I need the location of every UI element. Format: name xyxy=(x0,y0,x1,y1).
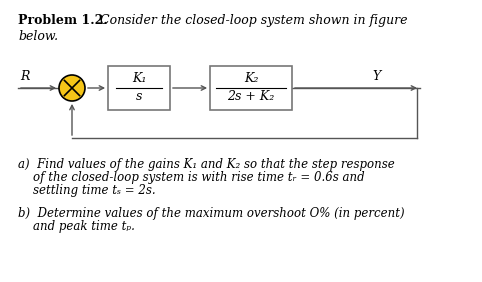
Text: K₁: K₁ xyxy=(132,72,146,85)
Text: b)  Determine values of the maximum overshoot O% (in percent): b) Determine values of the maximum overs… xyxy=(18,207,404,220)
Circle shape xyxy=(59,75,85,101)
Text: Y: Y xyxy=(372,70,380,83)
Text: of the closed-loop system is with rise time tᵣ = 0.6s and: of the closed-loop system is with rise t… xyxy=(18,171,364,184)
Text: Consider the closed-loop system shown in figure: Consider the closed-loop system shown in… xyxy=(96,14,407,27)
Text: 2s + K₂: 2s + K₂ xyxy=(228,91,275,103)
Text: Problem 1.2.: Problem 1.2. xyxy=(18,14,108,27)
Text: settling time tₛ = 2s.: settling time tₛ = 2s. xyxy=(18,184,156,197)
Text: below.: below. xyxy=(18,30,58,43)
Text: and peak time tₚ.: and peak time tₚ. xyxy=(18,220,135,233)
Text: K₂: K₂ xyxy=(244,72,258,85)
Text: a)  Find values of the gains K₁ and K₂ so that the step response: a) Find values of the gains K₁ and K₂ so… xyxy=(18,158,395,171)
FancyBboxPatch shape xyxy=(210,66,292,110)
Text: s: s xyxy=(136,91,142,103)
Text: R: R xyxy=(20,70,29,83)
FancyBboxPatch shape xyxy=(108,66,170,110)
